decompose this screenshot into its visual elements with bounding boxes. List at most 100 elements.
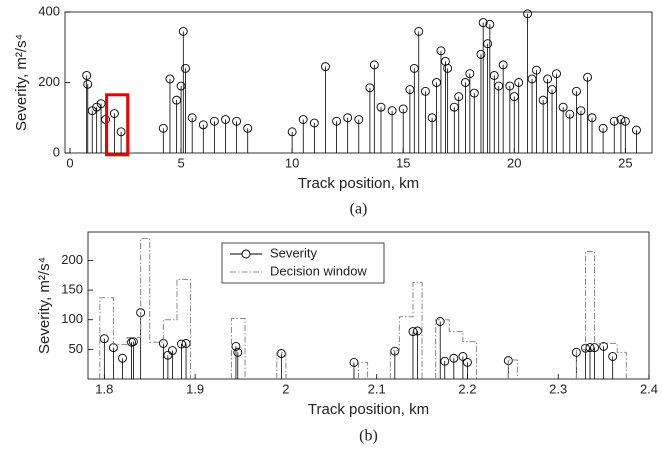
stem (598, 123, 608, 153)
caption: (a) (350, 201, 368, 218)
stem-marker (354, 115, 364, 124)
stem-marker (83, 79, 93, 89)
stem (509, 92, 519, 153)
stem-marker (82, 70, 92, 80)
stem (435, 317, 445, 379)
stem-marker (167, 346, 177, 355)
stem (608, 352, 618, 379)
stem (298, 115, 308, 153)
stem-marker (309, 118, 319, 128)
stem (109, 109, 119, 153)
decision-window (99, 238, 192, 379)
stem-marker (427, 113, 437, 123)
stem (181, 338, 191, 379)
x-tick-label: 2.3 (549, 381, 567, 396)
stem (409, 63, 419, 153)
stem-marker (432, 78, 441, 87)
stem-marker (449, 102, 459, 112)
stem (87, 106, 97, 153)
y-tick-label: 150 (61, 282, 83, 297)
stem-marker (376, 102, 386, 112)
stem (118, 353, 127, 379)
stem-marker (460, 78, 470, 87)
decision-window (230, 318, 246, 379)
highlight-box (105, 93, 130, 157)
stem (523, 9, 533, 153)
stem (158, 123, 168, 153)
stem (231, 341, 241, 379)
stem-marker (420, 86, 430, 96)
stem (576, 106, 586, 153)
stem-marker (321, 62, 330, 72)
stem-marker (176, 81, 186, 91)
stem (276, 349, 286, 379)
stem (599, 341, 609, 379)
stem (465, 69, 475, 153)
x-tick-label: 20 (507, 155, 521, 170)
stem-marker (469, 88, 479, 98)
stem-marker (276, 349, 286, 358)
stem-marker (538, 95, 548, 105)
stem (116, 127, 126, 153)
stem-marker (587, 113, 597, 123)
stem-marker (221, 115, 230, 124)
stem (583, 72, 593, 153)
stem (163, 350, 173, 379)
stem-marker (390, 346, 400, 356)
stem-marker (590, 343, 599, 353)
stem (369, 60, 379, 153)
legend-box (221, 242, 385, 284)
stem (443, 63, 453, 153)
decision-window (507, 359, 518, 379)
stem (99, 334, 109, 379)
y-tick-label: 400 (38, 3, 60, 18)
stem (398, 104, 408, 153)
stem-marker (116, 127, 126, 137)
stem-marker (527, 74, 537, 84)
x-axis-label: Track position, km (308, 401, 429, 418)
stem (469, 88, 479, 153)
stem-marker (128, 337, 138, 347)
y-tick-label: 0 (53, 144, 60, 159)
stem (498, 60, 508, 153)
stem (365, 83, 375, 153)
stem (485, 19, 495, 153)
y-axis-label: Severity, m²/s⁴ (13, 34, 30, 131)
stem (181, 63, 190, 153)
stem-marker (543, 74, 553, 84)
stem (309, 118, 319, 153)
stem-marker (552, 69, 561, 79)
stem-marker (478, 18, 488, 28)
stem (83, 79, 93, 153)
stem-marker (440, 356, 450, 366)
stem-marker (231, 341, 241, 351)
stem (538, 95, 548, 153)
stem (462, 357, 472, 379)
stem (458, 352, 468, 379)
stem-marker (585, 343, 595, 353)
decision-window (389, 281, 423, 379)
stem (552, 69, 561, 153)
stem-marker (514, 78, 524, 87)
stem (167, 346, 177, 379)
x-tick-label: 2 (282, 381, 289, 396)
stem-marker (547, 85, 557, 95)
stem (405, 85, 415, 153)
stem-marker (365, 83, 375, 93)
decision-window (276, 351, 287, 379)
stem-marker (599, 341, 609, 351)
stem-marker (178, 26, 188, 36)
decision-window (358, 361, 369, 379)
stem-marker (163, 350, 173, 360)
stem (354, 115, 364, 153)
stem-marker (233, 347, 243, 357)
stem-marker (476, 49, 486, 59)
stem (413, 326, 422, 379)
stem (547, 85, 557, 153)
stem (127, 337, 137, 379)
stem (221, 115, 230, 153)
x-tick-label: 2.4 (640, 381, 658, 396)
caption: (b) (359, 428, 378, 445)
stem (432, 78, 441, 153)
stem (165, 74, 175, 153)
